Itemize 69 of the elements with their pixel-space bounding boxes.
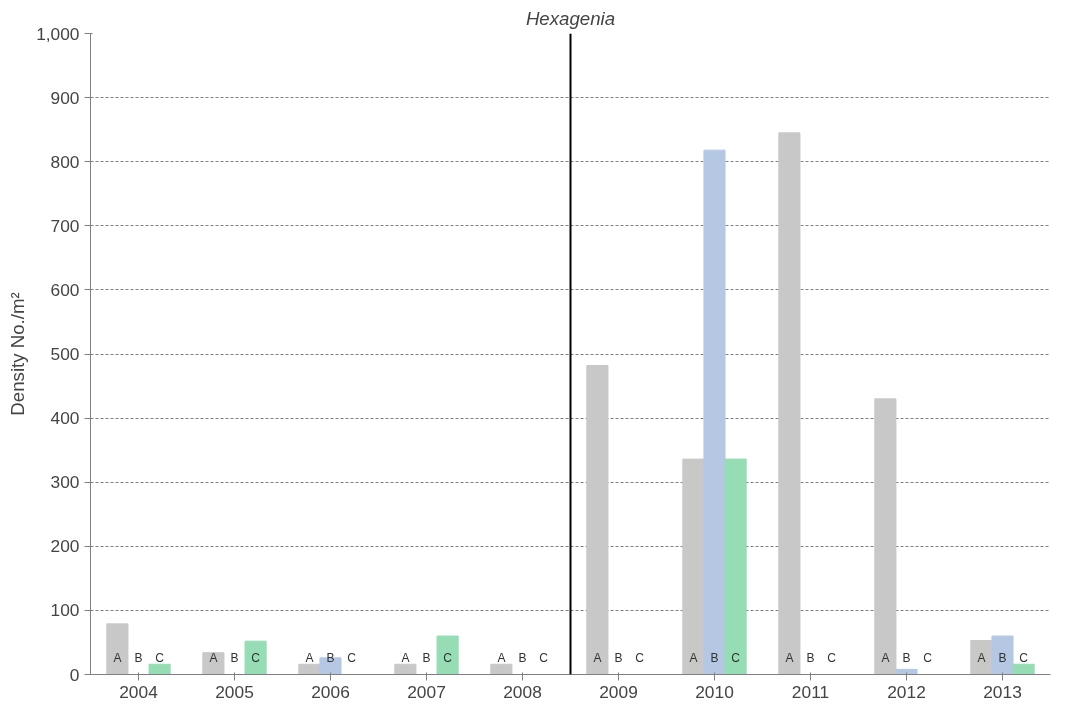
y-tick-label: 800 [50, 151, 80, 172]
y-tick-label: 1,000 [36, 23, 80, 44]
bar [148, 663, 171, 675]
text: A [497, 650, 506, 665]
series-label: A [305, 650, 314, 665]
text: B [902, 650, 911, 665]
bar [202, 652, 225, 675]
text: B [998, 650, 1007, 665]
x-tick-label: 2008 [503, 681, 542, 702]
bar [703, 149, 726, 675]
bar [682, 458, 705, 675]
x-tick-label: 2013 [983, 681, 1022, 702]
text: C [731, 650, 740, 665]
bar [1012, 663, 1035, 675]
y-tick-label: 300 [50, 472, 80, 493]
text: A [977, 650, 986, 665]
y-tick-label: 400 [50, 408, 80, 429]
text: B [422, 650, 431, 665]
text: B [230, 650, 239, 665]
text: A [401, 650, 410, 665]
y-tick-label: 500 [50, 344, 80, 364]
x-tick-label: 2009 [599, 681, 638, 702]
bar [106, 623, 129, 675]
y-tick-label: 700 [50, 215, 80, 236]
x-tick-label: 2010 [695, 681, 734, 702]
series-label: B [326, 650, 335, 665]
bar [895, 668, 918, 675]
x-tick-label: 2006 [311, 681, 350, 702]
x-tick-label: 2007 [407, 681, 446, 702]
bar [394, 663, 417, 675]
bar [874, 398, 897, 675]
y-tick-label: 200 [50, 536, 80, 557]
chart-title: Hexagenia [525, 7, 616, 29]
bar [244, 640, 267, 675]
text: A [689, 650, 698, 665]
bar [991, 635, 1014, 675]
series-label: C [155, 650, 165, 665]
bar [778, 132, 801, 675]
text: C [1019, 650, 1028, 665]
text: C [827, 650, 836, 665]
text: C [443, 650, 452, 665]
text: B [710, 650, 719, 665]
bar [724, 458, 747, 675]
text: C [251, 650, 260, 665]
text: C [539, 650, 548, 665]
y-tick-label: 100 [50, 600, 80, 621]
bar [586, 365, 609, 675]
x-tick-label: 2005 [215, 681, 254, 702]
text: C [347, 650, 356, 665]
text: C [635, 650, 644, 665]
text: A [785, 650, 794, 665]
x-tick-label: 2004 [119, 681, 159, 702]
text: A [113, 650, 122, 665]
y-tick-label: 900 [50, 87, 80, 108]
x-tick-label: 2011 [791, 681, 830, 702]
text: B [614, 650, 623, 665]
text: A [593, 650, 602, 665]
y-tick-label: 600 [50, 279, 80, 300]
bar [490, 663, 513, 675]
text: A [881, 650, 890, 665]
text: B [518, 650, 527, 665]
y-tick-label: 0 [69, 664, 80, 685]
text: C [923, 650, 932, 665]
x-tick-label: 2012 [887, 681, 926, 702]
y-axis-title: Density No./m² [7, 292, 29, 416]
text: B [806, 650, 815, 665]
bar [436, 635, 459, 675]
text: A [209, 650, 218, 665]
text: B [134, 650, 143, 665]
